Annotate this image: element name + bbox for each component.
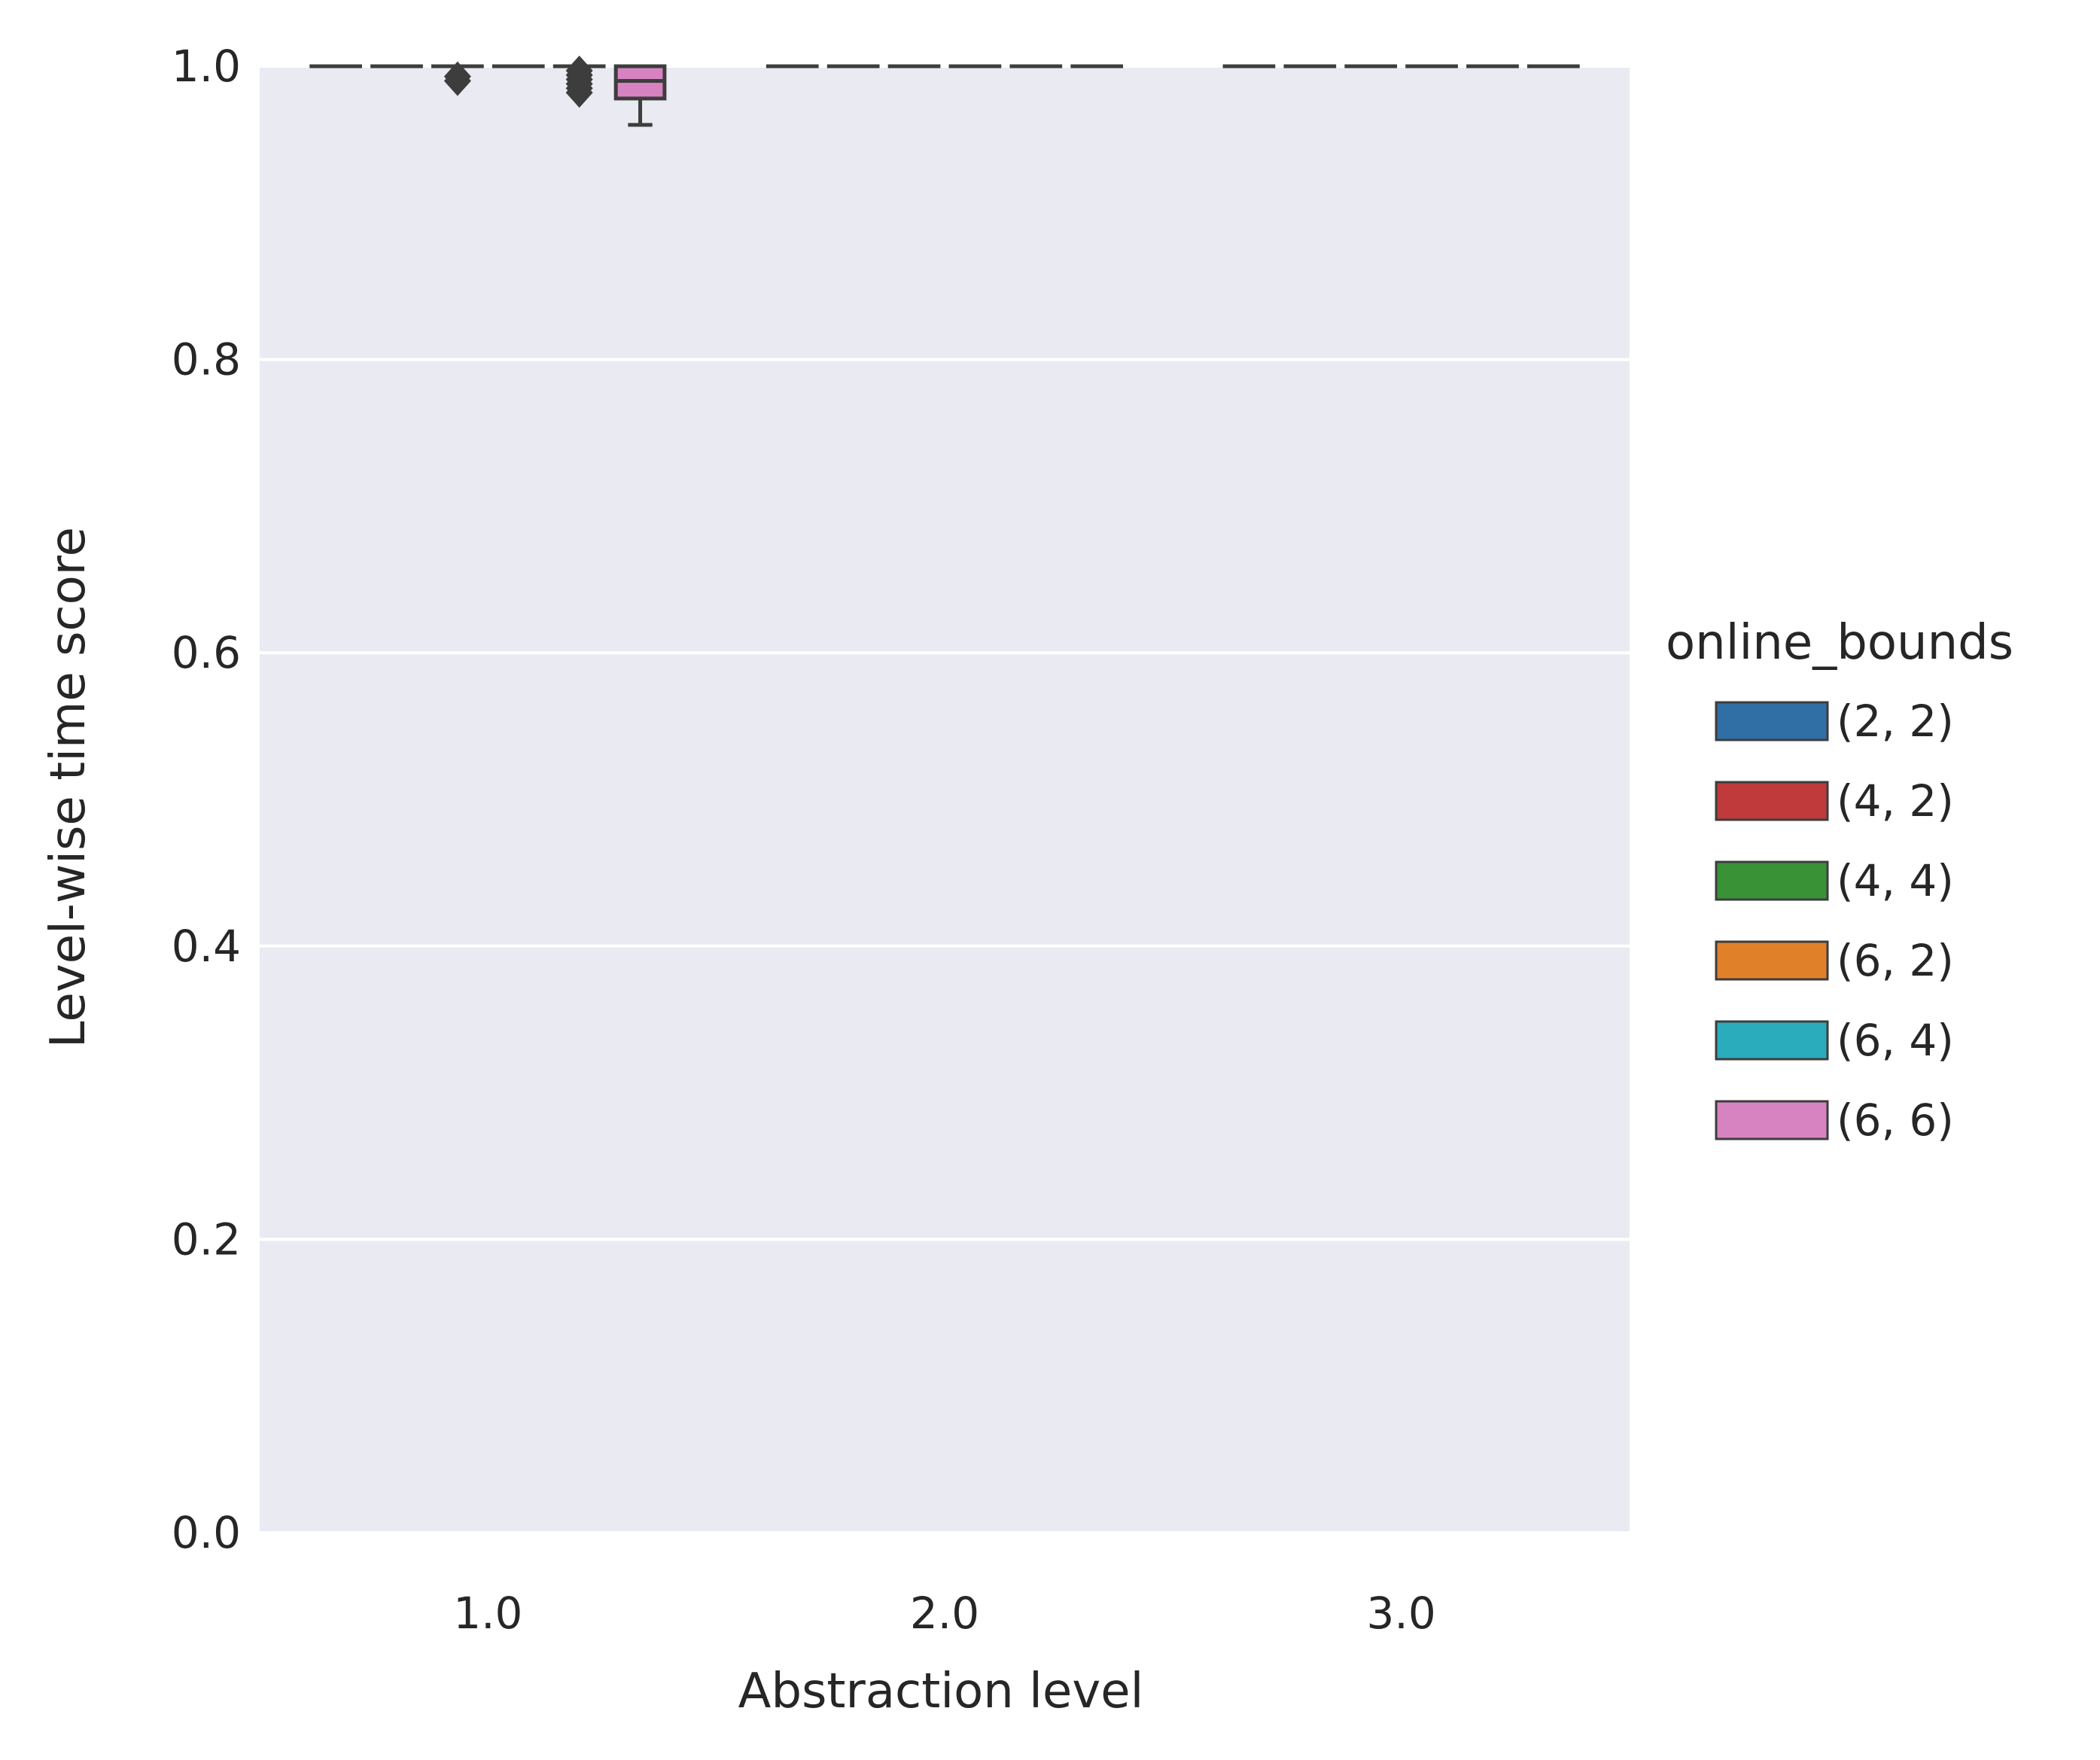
- legend-label: (6, 2): [1837, 935, 1954, 986]
- legend-entry: (4, 4): [1715, 855, 1954, 906]
- y-tick-label: 0.8: [172, 334, 241, 385]
- legend-entry: (6, 6): [1715, 1095, 1954, 1146]
- legend-entry: (6, 4): [1715, 1015, 1954, 1066]
- gridlines: [260, 65, 1630, 1534]
- box-layer: [309, 55, 1580, 127]
- box-6-6-level-1.0: [613, 64, 667, 127]
- legend-swatch: [1715, 940, 1829, 981]
- legend-entries: (2, 2) (4, 2) (4, 4) (6, 2) (6, 4) (6, 6): [1715, 696, 1954, 1146]
- legend-label: (2, 2): [1837, 696, 1954, 747]
- box-6-4-level-1.0: [552, 55, 606, 108]
- legend-title: online_bounds: [1666, 615, 2013, 671]
- legend-swatch: [1715, 1100, 1829, 1140]
- legend-label: (6, 4): [1837, 1015, 1954, 1066]
- legend-swatch: [1715, 1020, 1829, 1061]
- y-tick-label: 0.2: [172, 1213, 241, 1265]
- outlier-point: [443, 61, 471, 92]
- legend-entry: (4, 2): [1715, 775, 1954, 827]
- legend-label: (4, 2): [1837, 775, 1954, 827]
- x-tick-label: 1.0: [453, 1588, 522, 1639]
- y-axis-title: Level-wise time score: [41, 527, 96, 1048]
- legend-entry: (6, 2): [1715, 935, 1954, 986]
- legend-swatch: [1715, 701, 1829, 741]
- y-tick-label: 0.6: [172, 627, 241, 678]
- x-axis-title: Abstraction level: [738, 1664, 1144, 1719]
- y-axis-ticks: 0.0 0.2 0.4 0.6 0.8 1.0: [172, 41, 241, 1558]
- legend-label: (6, 6): [1837, 1095, 1954, 1146]
- y-tick-label: 1.0: [172, 41, 241, 92]
- box-4-4-level-1.0: [431, 61, 484, 96]
- legend-entry: (2, 2): [1715, 696, 1954, 747]
- legend: online_bounds (2, 2) (4, 2) (4, 4) (6, 2) (6…: [1666, 615, 2013, 1146]
- plot-area: [260, 66, 1630, 1533]
- x-tick-label: 3.0: [1367, 1588, 1436, 1639]
- x-axis-ticks: 1.0 2.0 3.0: [453, 1588, 1436, 1639]
- legend-label: (4, 4): [1837, 855, 1954, 906]
- x-tick-label: 2.0: [910, 1588, 979, 1639]
- y-tick-label: 0.0: [172, 1507, 241, 1558]
- y-tick-label: 0.4: [172, 921, 241, 972]
- outlier-point: [565, 55, 593, 86]
- legend-swatch: [1715, 860, 1829, 901]
- legend-swatch: [1715, 781, 1829, 821]
